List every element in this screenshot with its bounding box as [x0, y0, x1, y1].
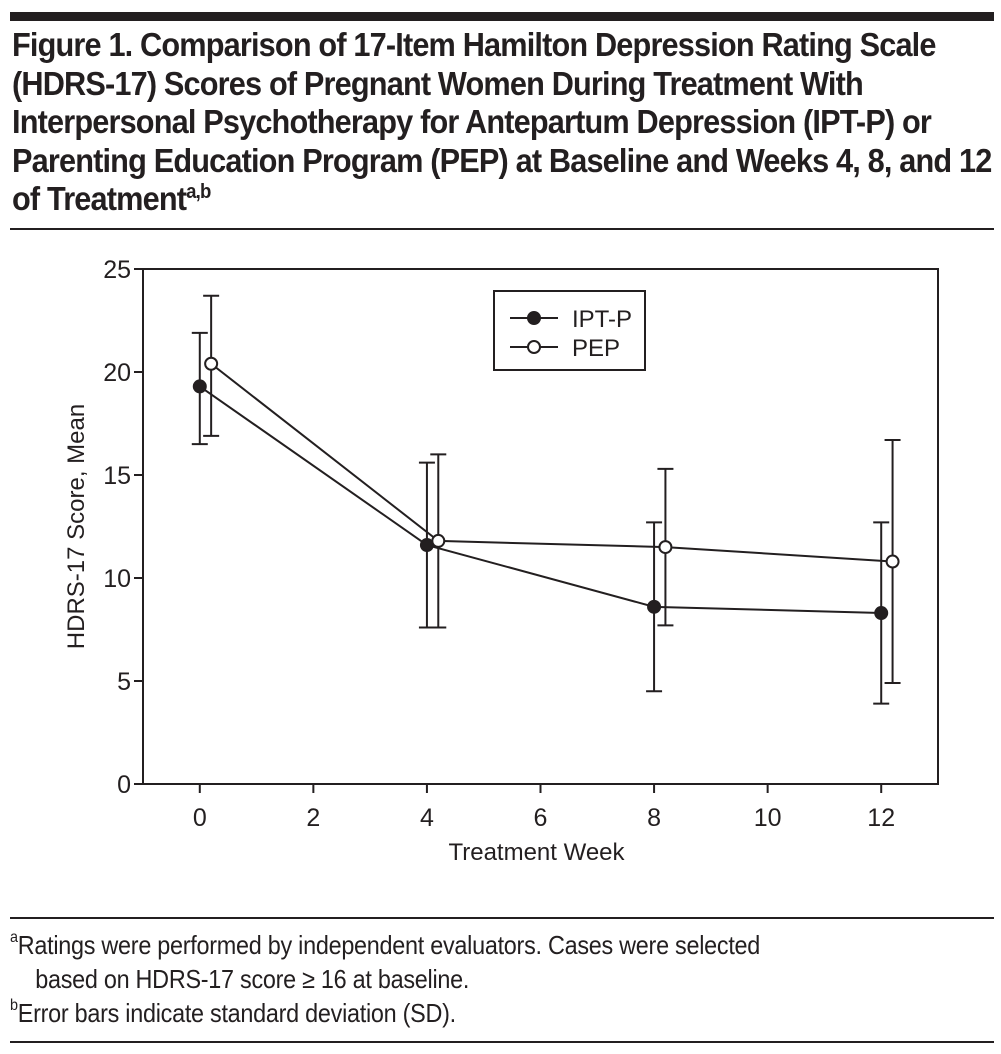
x-tick-label: 12: [867, 804, 895, 832]
title-superscript: a,b: [186, 181, 211, 203]
footnote-top-rule: [10, 917, 994, 919]
figure-title-text: Figure 1. Comparison of 17-Item Hamilton…: [12, 26, 992, 217]
line-chart: 0 5 10 15 20 25 0 2 4 6 8 10 12 Treatment Week HDRS-17…: [63, 256, 939, 866]
x-tick-label: 4: [420, 804, 434, 832]
footnote-text: Error bars indicate standard deviation (…: [17, 998, 456, 1028]
footnotes: aRatings were performed by independent e…: [10, 928, 1000, 1030]
legend-marker: [527, 311, 541, 325]
data-point-ipt-p: [419, 538, 434, 553]
y-tick-label: 5: [117, 668, 131, 696]
x-tick-label: 10: [754, 804, 782, 832]
y-tick-label: 0: [117, 771, 131, 799]
footnote-b: bError bars indicate standard deviation …: [10, 996, 1000, 1030]
data-point-ipt-p: [192, 379, 207, 394]
data-point-ipt-p: [874, 606, 889, 621]
footnote-marker: a: [10, 929, 18, 947]
y-axis-label: HDRS-17 Score, Mean: [63, 404, 90, 649]
footnote-bottom-rule: [10, 1041, 994, 1043]
footnote-marker: b: [10, 997, 18, 1015]
data-point-pep: [658, 540, 673, 555]
y-tick-label: 15: [103, 462, 131, 490]
y-tick-label: 10: [103, 565, 131, 593]
x-tick-label: 8: [647, 804, 661, 832]
data-point-pep: [431, 533, 446, 548]
y-tick-label: 20: [103, 359, 131, 387]
footnote-text: Ratings were performed by independent ev…: [17, 930, 761, 960]
legend-box: [493, 290, 646, 371]
data-point-ipt-p: [647, 599, 662, 614]
x-tick-label: 6: [534, 804, 548, 832]
figure-title: Figure 1. Comparison of 17-Item Hamilton…: [12, 26, 998, 219]
series-line-ipt-p: [199, 385, 882, 615]
data-point-pep: [885, 554, 900, 569]
y-tick-label: 25: [103, 256, 131, 284]
legend-marker: [527, 340, 541, 354]
x-tick-label: 2: [306, 804, 320, 832]
footnote-a: aRatings were performed by independent e…: [10, 928, 1000, 962]
legend-label: PEP: [572, 335, 620, 362]
data-point-pep: [204, 356, 219, 371]
title-rule: [10, 228, 994, 230]
series-line-pep: [210, 362, 893, 563]
footnote-a-continuation: based on HDRS-17 score ≥ 16 at baseline.: [35, 964, 470, 994]
x-axis-label: Treatment Week: [448, 839, 625, 866]
x-tick-label: 0: [193, 804, 207, 832]
legend-label: IPT-P: [572, 306, 632, 333]
top-thick-rule: [10, 12, 994, 21]
